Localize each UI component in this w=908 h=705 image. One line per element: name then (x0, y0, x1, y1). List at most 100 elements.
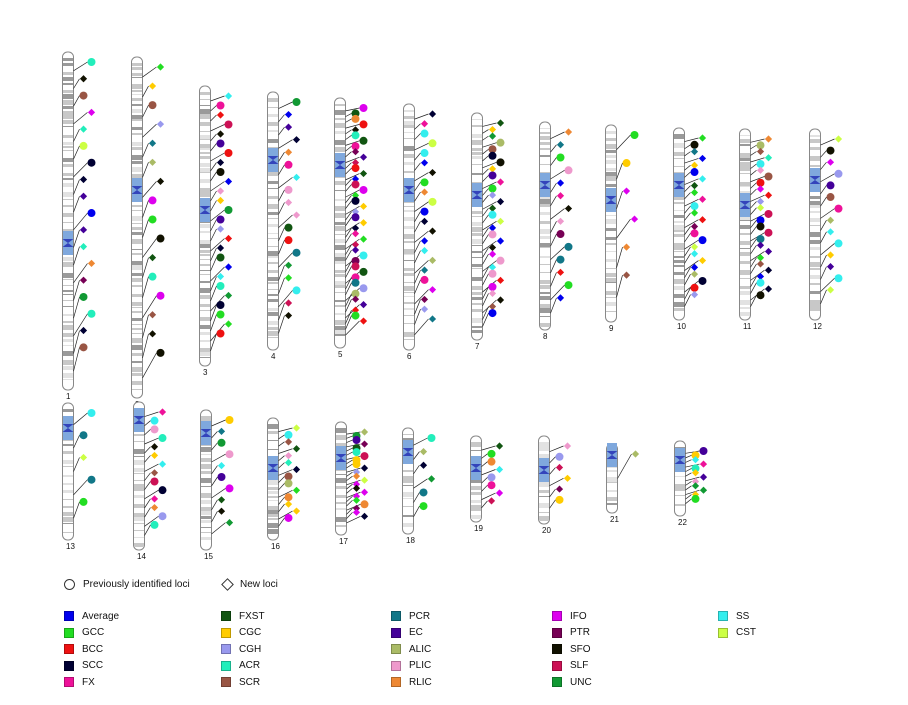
new-locus-marker (284, 110, 293, 119)
new-locus-marker (756, 185, 765, 193)
new-locus-marker (764, 266, 773, 274)
previous-locus-marker (284, 430, 293, 439)
new-locus-marker (216, 225, 225, 233)
new-locus-marker (351, 208, 360, 216)
chromosome-label: 5 (338, 350, 343, 359)
chromosome-2: 2 (131, 56, 165, 409)
chromosome-14: 14 (133, 401, 167, 561)
new-locus-marker (622, 271, 631, 279)
new-locus-marker (556, 192, 565, 200)
previous-locus-marker (488, 230, 497, 239)
chromosome-6: 6 (403, 103, 437, 361)
new-locus-marker (284, 438, 293, 446)
previous-locus-marker (351, 196, 360, 205)
previous-locus-marker (352, 460, 361, 469)
new-locus-marker (690, 188, 699, 197)
new-locus-marker (698, 175, 707, 183)
new-locus-marker (359, 169, 368, 178)
chromosome-label: 14 (137, 552, 146, 561)
new-locus-marker (691, 482, 700, 490)
new-locus-marker (690, 270, 699, 278)
new-locus-marker (419, 461, 428, 469)
new-locus-marker (698, 256, 707, 265)
new-locus-marker (691, 456, 700, 464)
new-locus-marker (292, 173, 301, 181)
previous-locus-marker (158, 434, 167, 443)
new-locus-marker (217, 496, 226, 504)
new-locus-marker (352, 492, 361, 500)
new-locus-marker (284, 274, 293, 282)
new-locus-marker (150, 451, 159, 460)
new-locus-marker (496, 296, 505, 304)
previous-locus-marker (351, 311, 360, 320)
previous-locus-marker (224, 149, 233, 157)
chromosome-label: 11 (743, 322, 752, 331)
new-locus-marker (756, 147, 765, 156)
new-locus-marker (351, 175, 360, 183)
new-locus-marker (419, 448, 428, 456)
new-locus-marker (690, 209, 699, 217)
previous-locus-marker (158, 512, 167, 521)
previous-locus-marker (488, 171, 497, 180)
previous-locus-marker (690, 283, 699, 292)
chromosome-label: 22 (678, 518, 687, 527)
previous-locus-marker (488, 282, 497, 291)
new-locus-marker (351, 295, 360, 303)
new-locus-marker (690, 250, 699, 258)
new-locus-marker (79, 192, 88, 200)
previous-locus-marker (427, 434, 436, 442)
chromosome-label: 15 (204, 552, 213, 561)
chromosome-5: 5 (334, 97, 368, 359)
new-locus-marker (359, 202, 368, 210)
chromosome-20: 20 (538, 435, 572, 535)
new-locus-marker (352, 496, 361, 504)
new-locus-marker (420, 295, 429, 304)
new-locus-marker (216, 111, 225, 119)
chromosome-label: 13 (66, 542, 75, 551)
chromosome-22: 22 (674, 440, 708, 527)
new-locus-marker (292, 445, 301, 453)
previous-locus-marker (555, 495, 564, 504)
new-locus-marker (150, 495, 159, 503)
chromosome-1: 1 (62, 51, 96, 401)
new-locus-marker (826, 158, 835, 166)
previous-locus-marker (428, 197, 437, 206)
new-locus-marker (756, 272, 765, 281)
new-locus-marker (292, 465, 301, 474)
previous-locus-marker (756, 234, 765, 243)
new-locus-marker (496, 237, 505, 245)
chromosome-label: 12 (813, 322, 822, 331)
previous-locus-marker (419, 488, 428, 497)
chromosome-label: 17 (339, 537, 348, 546)
previous-locus-marker (756, 278, 765, 287)
previous-locus-marker (79, 497, 88, 506)
previous-locus-marker (764, 209, 773, 218)
new-locus-marker (351, 224, 360, 232)
previous-locus-marker (834, 239, 843, 248)
new-locus-marker (630, 215, 639, 223)
previous-locus-marker (420, 149, 429, 158)
previous-locus-marker (834, 169, 843, 178)
previous-locus-marker (488, 210, 497, 219)
previous-locus-marker (487, 481, 496, 490)
previous-locus-marker (225, 484, 234, 493)
previous-locus-marker (351, 131, 360, 140)
chromosome-4: 4 (267, 91, 301, 361)
previous-locus-marker (691, 494, 700, 503)
new-locus-marker (487, 497, 496, 505)
new-locus-marker (420, 237, 429, 245)
previous-locus-marker (487, 457, 496, 466)
previous-locus-marker (351, 142, 360, 151)
previous-locus-marker (148, 101, 157, 110)
new-locus-marker (360, 428, 369, 436)
new-locus-marker (224, 320, 233, 328)
chromosome-3: 3 (199, 85, 233, 377)
previous-locus-marker (420, 178, 429, 187)
previous-locus-marker (698, 276, 707, 285)
new-locus-marker (690, 290, 699, 299)
previous-locus-marker (87, 209, 96, 218)
new-locus-marker (420, 217, 429, 225)
new-locus-marker (79, 125, 88, 133)
new-locus-marker (284, 123, 293, 131)
